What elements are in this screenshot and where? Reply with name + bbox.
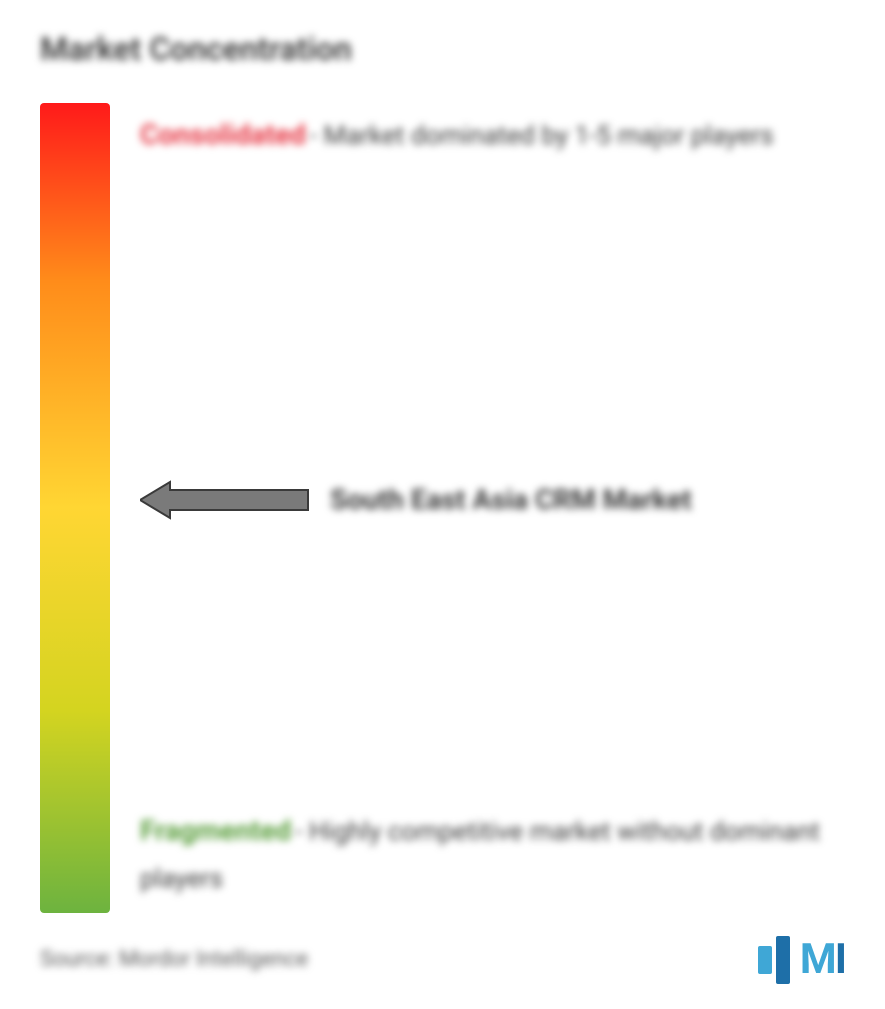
logo-bar-icon bbox=[776, 936, 790, 984]
logo-letter-i: I bbox=[835, 935, 845, 984]
infographic-container: Market Concentration Consolidated - Mark… bbox=[0, 0, 885, 1009]
arrow-left-icon bbox=[140, 480, 310, 520]
logo-bar-icon bbox=[758, 946, 772, 974]
market-name: South East Asia CRM Market bbox=[330, 483, 692, 516]
fragmented-label: Fragmented - Highly competitive market w… bbox=[140, 809, 845, 903]
content-area: Consolidated - Market dominated by 1-5 m… bbox=[40, 103, 845, 913]
source-text: Source: Mordor Intelligence bbox=[40, 947, 308, 972]
brand-logo: MI bbox=[758, 935, 845, 984]
consolidated-label: Consolidated - Market dominated by 1-5 m… bbox=[140, 113, 845, 160]
page-title: Market Concentration bbox=[40, 30, 845, 68]
consolidated-highlight: Consolidated bbox=[140, 118, 306, 151]
fragmented-highlight: Fragmented bbox=[140, 814, 291, 847]
concentration-gradient-bar bbox=[40, 103, 110, 913]
logo-text: MI bbox=[800, 935, 845, 984]
market-position-label: South East Asia CRM Market bbox=[140, 480, 692, 520]
logo-letter-m: M bbox=[800, 935, 835, 984]
footer-row: Source: Mordor Intelligence MI bbox=[40, 935, 845, 984]
consolidated-description: - Market dominated by 1-5 major players bbox=[310, 121, 774, 151]
text-column: Consolidated - Market dominated by 1-5 m… bbox=[140, 103, 845, 913]
